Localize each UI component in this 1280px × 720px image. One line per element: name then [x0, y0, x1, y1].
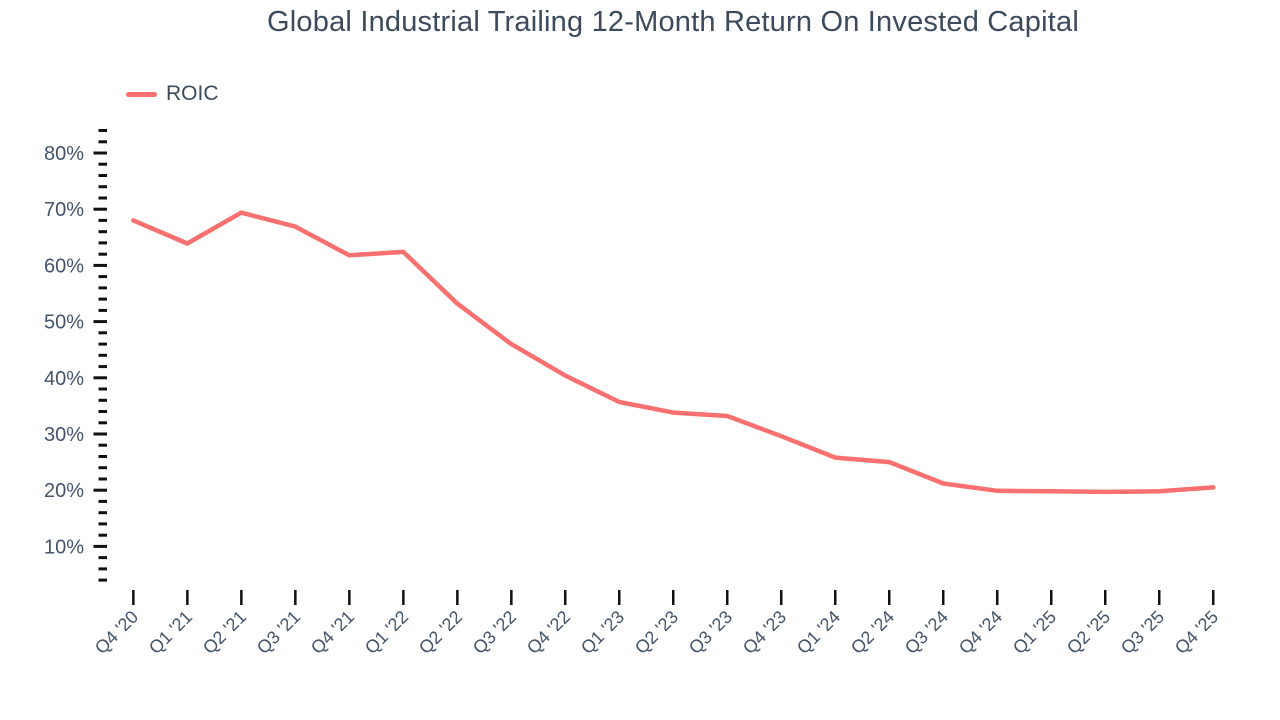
- y-tick-label: 70%: [44, 199, 84, 221]
- y-axis-minor-tick: [98, 556, 107, 560]
- y-tick-label: 10%: [44, 536, 84, 558]
- x-tick-label: Q2 '21: [199, 607, 250, 658]
- y-axis-minor-tick: [98, 365, 107, 369]
- legend-label-roic: ROIC: [166, 82, 219, 105]
- x-tick-label: Q3 '21: [253, 607, 304, 658]
- chart-title: Global Industrial Trailing 12-Month Retu…: [267, 6, 1079, 38]
- x-tick-label: Q3 '23: [685, 607, 736, 658]
- y-axis-minor-tick: [98, 308, 107, 312]
- roic-series-line: [131, 210, 1216, 495]
- x-tick-label: Q4 '22: [523, 607, 574, 658]
- y-axis-minor-tick: [98, 466, 107, 470]
- y-axis-minor-tick: [98, 387, 107, 391]
- x-tick-label: Q2 '23: [631, 607, 682, 658]
- x-axis-tick: [1050, 590, 1053, 605]
- x-axis-tick: [564, 590, 567, 605]
- y-axis-major-tick: [93, 376, 107, 380]
- y-axis-major-tick: [93, 488, 107, 492]
- y-axis-minor-tick: [98, 275, 107, 279]
- y-axis-minor-tick: [98, 129, 107, 132]
- x-tick-label: Q3 '25: [1117, 607, 1168, 658]
- x-axis-tick: [618, 590, 621, 605]
- x-axis-tick: [888, 590, 891, 605]
- x-tick-label: Q2 '22: [415, 607, 466, 658]
- x-axis-tick: [726, 590, 729, 605]
- y-axis-minor-tick: [98, 477, 107, 481]
- y-axis-minor-tick: [98, 331, 107, 335]
- y-axis-minor-tick: [98, 533, 107, 537]
- y-axis-major-tick: [93, 544, 107, 548]
- x-axis-tick: [1158, 590, 1161, 605]
- x-axis-tick: [402, 590, 405, 605]
- x-axis-tick: [834, 590, 837, 605]
- x-axis-tick: [1212, 590, 1215, 605]
- y-axis-minor-tick: [98, 421, 107, 425]
- y-axis-minor-tick: [98, 297, 107, 301]
- y-axis-major-tick: [93, 432, 107, 436]
- y-axis-minor-tick: [98, 499, 107, 503]
- x-axis-tick: [186, 590, 189, 605]
- x-axis-tick: [1104, 590, 1107, 605]
- y-tick-label: 40%: [44, 368, 84, 390]
- x-tick-label: Q4 '24: [955, 607, 1006, 658]
- y-axis-minor-tick: [98, 241, 107, 245]
- x-tick-label: Q1 '25: [1009, 607, 1060, 658]
- x-tick-label: Q4 '25: [1171, 607, 1222, 658]
- y-axis-minor-tick: [98, 185, 107, 189]
- y-tick-label: 80%: [44, 143, 84, 165]
- x-axis-tick: [294, 590, 297, 605]
- x-axis-tick: [348, 590, 351, 605]
- y-axis-minor-tick: [98, 522, 107, 526]
- x-tick-label: Q1 '21: [145, 607, 196, 658]
- x-tick-label: Q2 '25: [1063, 607, 1114, 658]
- x-tick-label: Q2 '24: [847, 607, 898, 658]
- y-axis-minor-tick: [98, 410, 107, 413]
- y-axis-minor-tick: [98, 140, 107, 144]
- x-tick-label: Q4 '23: [739, 607, 790, 658]
- y-axis-minor-tick: [98, 218, 107, 222]
- y-axis-minor-tick: [98, 578, 107, 582]
- x-axis-tick: [132, 590, 135, 605]
- y-axis-minor-tick: [98, 230, 107, 234]
- x-axis-tick: [672, 590, 675, 605]
- y-axis-minor-tick: [98, 342, 107, 346]
- x-axis-tick: [240, 590, 243, 605]
- x-tick-label: Q4 '21: [307, 607, 358, 658]
- y-axis-minor-tick: [98, 567, 107, 571]
- x-tick-label: Q1 '22: [361, 607, 412, 658]
- x-axis-tick: [942, 590, 945, 605]
- y-axis-minor-tick: [98, 174, 107, 177]
- x-tick-label: Q3 '22: [469, 607, 520, 658]
- y-axis-major-tick: [93, 151, 107, 155]
- x-tick-label: Q1 '24: [793, 607, 844, 658]
- legend-line-swatch-icon: [126, 91, 157, 97]
- y-axis-minor-tick: [98, 353, 107, 357]
- y-tick-label: 20%: [44, 480, 84, 502]
- legend: ROIC: [126, 82, 219, 106]
- y-tick-label: 30%: [44, 424, 84, 446]
- x-axis-tick: [510, 590, 513, 605]
- x-axis-tick: [780, 590, 783, 605]
- y-axis-major-tick: [93, 207, 107, 211]
- y-tick-label: 60%: [44, 255, 84, 277]
- y-axis-minor-tick: [98, 196, 107, 200]
- y-axis-minor-tick: [98, 455, 107, 458]
- y-axis-major-tick: [93, 263, 107, 267]
- y-axis-major-tick: [93, 320, 107, 324]
- y-axis-minor-tick: [98, 162, 107, 166]
- x-axis-tick: [996, 590, 999, 605]
- x-tick-label: Q3 '24: [901, 607, 952, 658]
- y-axis-minor-tick: [98, 286, 107, 290]
- y-tick-label: 50%: [44, 312, 84, 334]
- y-axis-minor-tick: [98, 511, 107, 515]
- x-tick-label: Q4 '20: [91, 607, 142, 658]
- x-axis-tick: [456, 590, 459, 605]
- y-axis-minor-tick: [98, 252, 107, 256]
- y-axis-minor-tick: [98, 398, 107, 402]
- y-axis-minor-tick: [98, 443, 107, 447]
- x-tick-label: Q1 '23: [577, 607, 628, 658]
